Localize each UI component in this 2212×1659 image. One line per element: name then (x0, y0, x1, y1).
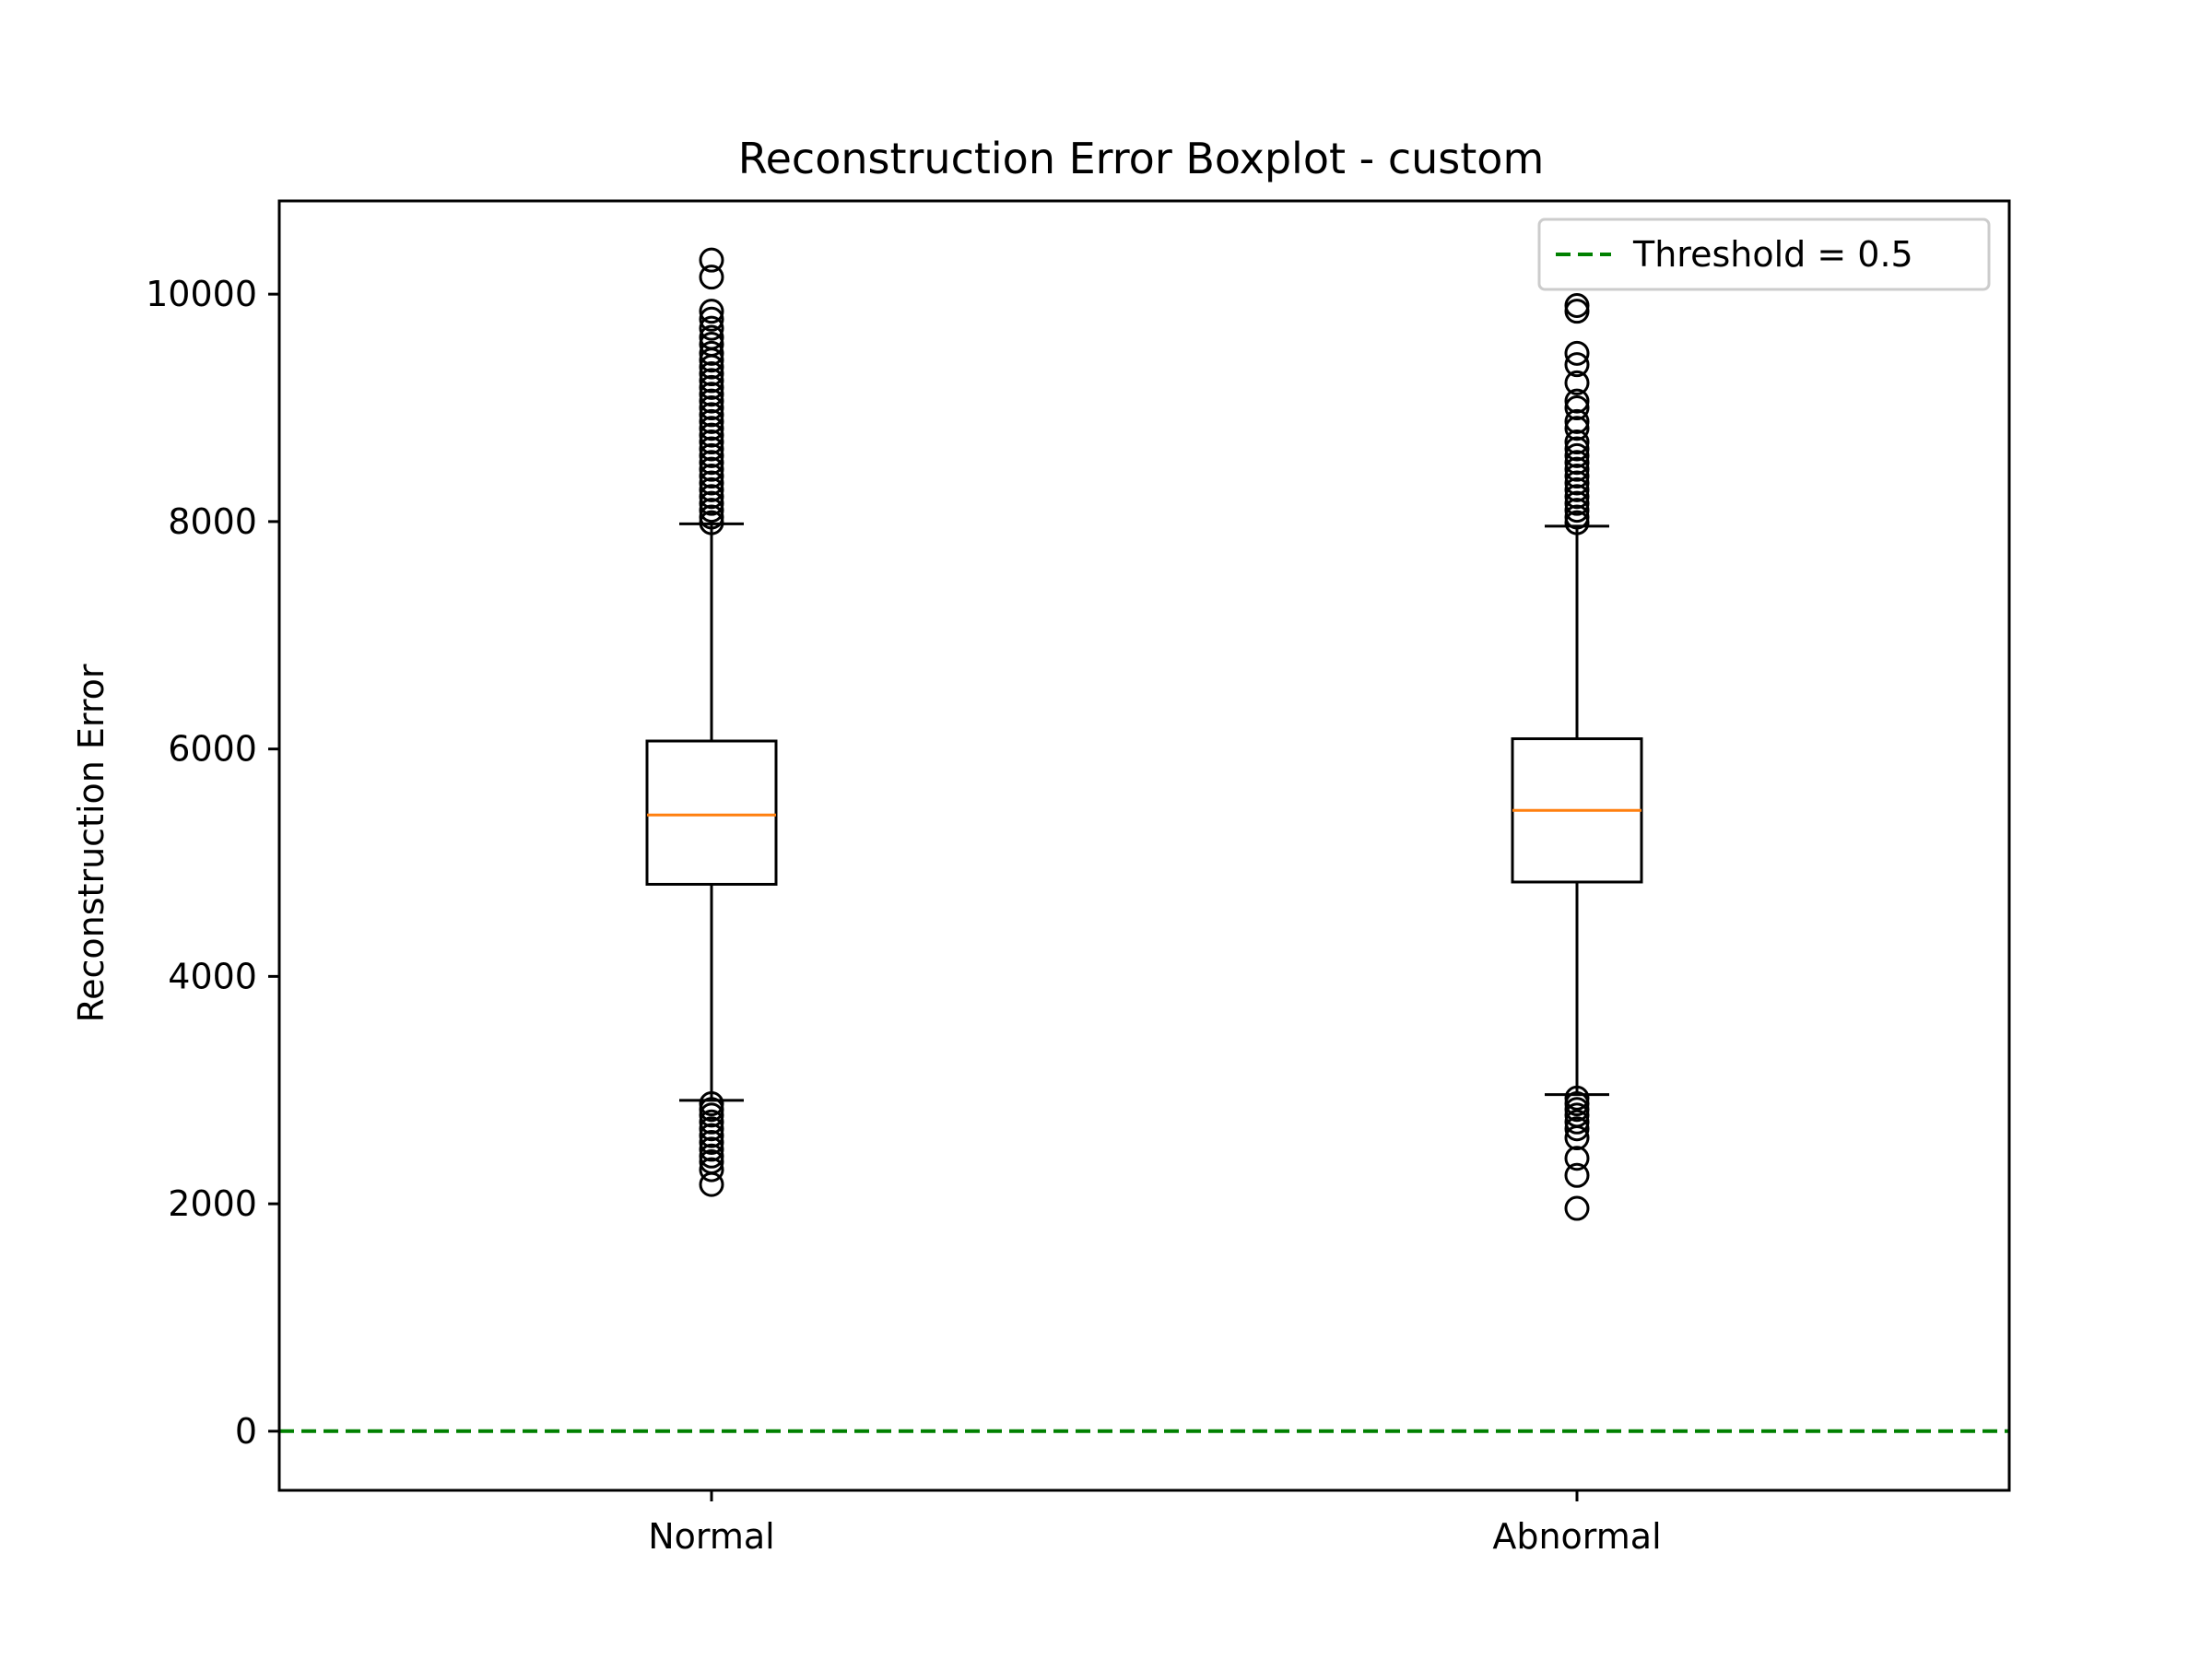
outlier-normal (699, 402, 724, 428)
outlier-abnormal (1564, 395, 1590, 421)
chart-title: Reconstruction Error Boxplot - custom (738, 134, 1545, 183)
outlier-normal (699, 490, 724, 516)
outlier-normal (699, 416, 724, 441)
x-tick-label: Abnormal (1492, 1516, 1661, 1557)
legend-threshold-label: Threshold = 0.5 (1632, 234, 1913, 275)
outlier-abnormal (1564, 1109, 1590, 1135)
outlier-normal (699, 354, 724, 380)
outlier-normal (699, 265, 724, 290)
box-normal (645, 739, 778, 886)
outlier-normal (699, 464, 724, 489)
y-tick-label: 10000 (146, 274, 257, 314)
outlier-abnormal (1564, 352, 1590, 378)
legend (1537, 218, 1991, 291)
outlier-normal (699, 299, 724, 324)
outlier-normal (699, 247, 724, 273)
y-tick-label: 2000 (168, 1183, 257, 1224)
outlier-normal (699, 361, 724, 387)
outlier-normal (699, 388, 724, 414)
x-tick-label: Normal (648, 1516, 775, 1557)
outlier-abnormal (1564, 340, 1590, 366)
outlier-normal (699, 1171, 724, 1197)
outlier-normal (699, 456, 724, 482)
outlier-abnormal (1564, 1125, 1590, 1151)
outlier-abnormal (1564, 456, 1590, 482)
outlier-abnormal (1564, 477, 1590, 502)
y-tick-label: 4000 (168, 956, 257, 996)
outlier-normal (699, 340, 724, 366)
y-tick-label: 6000 (168, 729, 257, 770)
outlier-abnormal (1564, 408, 1590, 434)
outlier-normal (699, 374, 724, 400)
outlier-abnormal (1564, 1162, 1590, 1188)
y-tick-label: 0 (235, 1411, 257, 1452)
outlier-abnormal (1564, 299, 1590, 324)
outlier-normal (699, 347, 724, 373)
outlier-normal (699, 306, 724, 332)
outlier-abnormal (1564, 416, 1590, 441)
outlier-abnormal (1564, 450, 1590, 476)
outlier-abnormal (1564, 464, 1590, 489)
outlier-normal (699, 429, 724, 455)
outlier-normal (699, 477, 724, 502)
outlier-normal (699, 422, 724, 448)
plot-frame (277, 199, 2011, 1492)
outlier-abnormal (1564, 1146, 1590, 1171)
outlier-abnormal (1564, 388, 1590, 414)
outlier-abnormal (1564, 429, 1590, 455)
outlier-normal (699, 408, 724, 434)
y-tick-label: 8000 (168, 501, 257, 542)
outlier-normal (699, 484, 724, 510)
outlier-abnormal (1564, 490, 1590, 516)
outlier-normal (699, 315, 724, 341)
outlier-normal (699, 1116, 724, 1142)
outlier-normal (699, 510, 724, 535)
outlier-normal (699, 1129, 724, 1155)
outlier-abnormal (1564, 1195, 1590, 1221)
outlier-abnormal (1564, 470, 1590, 496)
outlier-abnormal (1564, 510, 1590, 535)
outlier-normal (699, 470, 724, 496)
plot-area: 0 2000 4000 6000 8000 10000 Normal Abnormal Thre… (146, 199, 2011, 1557)
outlier-normal (699, 1123, 724, 1148)
outlier-normal (699, 1109, 724, 1135)
outlier-abnormal (1564, 484, 1590, 510)
outlier-normal (699, 436, 724, 462)
outlier-normal (699, 382, 724, 407)
y-axis-label: Reconstruction Error (71, 664, 112, 1022)
outlier-abnormal (1564, 1116, 1590, 1142)
outlier-normal (699, 1157, 724, 1182)
outlier-normal (699, 450, 724, 476)
outlier-normal (699, 498, 724, 524)
outlier-abnormal (1564, 498, 1590, 524)
outlier-abnormal (1564, 436, 1590, 462)
outlier-normal (699, 1102, 724, 1128)
outlier-normal (699, 442, 724, 468)
outlier-abnormal (1564, 442, 1590, 468)
outlier-normal (699, 368, 724, 394)
outlier-normal (699, 1136, 724, 1162)
outlier-normal (699, 395, 724, 421)
outlier-abnormal (1564, 370, 1590, 395)
